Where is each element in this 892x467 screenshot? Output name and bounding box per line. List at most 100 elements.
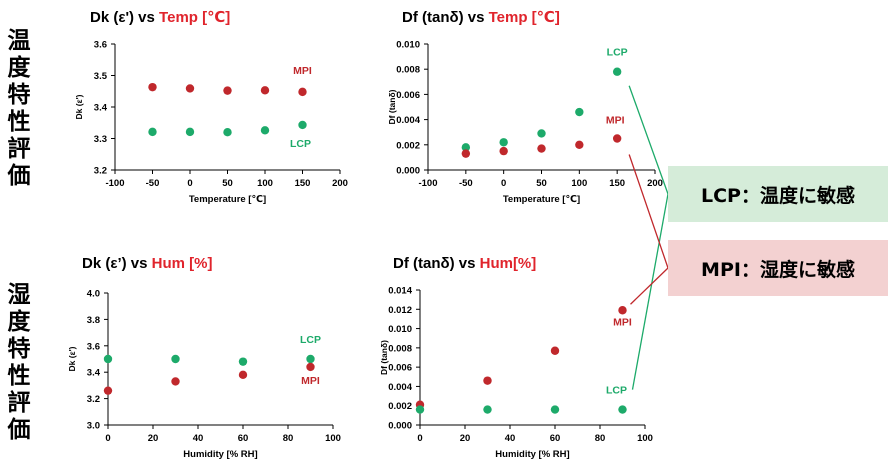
x-axis-label: Humidity [% RH] [183,449,257,460]
data-point-lcp [461,143,471,152]
data-point-mpi [550,346,560,355]
data-point-mpi [306,362,315,372]
chart-title-prefix: Df (tanδ) vs [393,255,480,272]
y-axis-label: Dk (ε') [67,346,77,371]
series-label-lcp: LCP [606,385,627,397]
y-tick-label: 0.008 [388,343,412,354]
data-point-lcp [298,120,307,130]
x-tick-label: 100 [325,433,341,444]
y-tick-label: 3.6 [87,341,100,352]
y-tick-label: 0.014 [388,286,412,297]
x-tick-label: 60 [238,433,249,444]
y-tick-label: 0.006 [388,363,412,374]
data-point-lcp [238,357,248,366]
y-tick-label: 3.4 [87,368,101,379]
data-point-lcp [260,126,270,135]
x-tick-label: 40 [505,433,516,444]
series-label-mpi: MPI [613,316,632,328]
x-tick-label: 20 [148,433,159,444]
data-point-lcp [306,354,315,364]
x-tick-label: 50 [222,178,233,189]
series-lcp [461,67,622,152]
series-label-lcp: LCP [607,47,628,59]
y-tick-label: 0.010 [388,324,412,335]
data-point-mpi [260,86,270,95]
chart-title-highlight: Temp [℃] [159,9,230,26]
y-tick-label: 3.5 [94,71,108,82]
series-label-mpi: MPI [293,65,312,77]
y-tick-label: 0.012 [388,305,412,316]
y-tick-label: 3.2 [94,166,107,177]
data-point-lcp [618,405,627,414]
y-tick-label: 0.006 [396,90,420,101]
series-label-lcp: LCP [290,138,311,150]
y-tick-label: 3.6 [94,40,107,51]
series-lcp [148,120,307,137]
x-tick-label: 0 [105,433,110,444]
data-point-mpi [612,134,622,143]
y-tick-label: 3.4 [94,103,108,114]
x-tick-label: 0 [187,178,192,189]
mpi-connector-hum [630,267,669,305]
series-lcp [415,405,627,414]
series-lcp [103,354,315,366]
chart-2: Df (tanδ) vs Temp [℃] -100 -50 0 50 100 150 200… [387,9,663,205]
x-axis-label: Temperature [℃] [503,194,580,205]
callout-connectors [628,85,669,390]
y-tick-label: 0.000 [396,166,420,177]
x-tick-label: 200 [332,178,348,189]
data-point-mpi [148,82,157,92]
y-tick-label: 0.000 [388,421,412,432]
mpi-connector-temp [628,154,669,269]
y-tick-label: 3.2 [87,394,100,405]
chart-title-prefix: Dk (ε') vs [90,9,159,26]
temp-eval-label: 温度特性評価 [7,28,31,189]
data-point-mpi [238,370,248,380]
hum-eval-label: 湿度特性評価 [7,282,31,443]
y-tick-label: 0.004 [396,115,420,126]
x-tick-label: 20 [460,433,471,444]
x-tick-label: 40 [193,433,204,444]
y-axis-label: Df (tanδ) [387,89,397,124]
data-point-lcp [612,67,622,76]
x-tick-label: 100 [637,433,653,444]
x-tick-label: 60 [550,433,561,444]
x-tick-label: -100 [418,178,437,189]
x-tick-label: 100 [257,178,273,189]
data-point-lcp [575,107,584,117]
series-label-mpi: MPI [301,375,320,387]
data-point-lcp [185,127,195,137]
data-point-mpi [483,376,492,385]
data-point-mpi [185,84,195,93]
data-point-mpi [103,386,113,395]
chart-1: Dk (ε') vs Temp [℃] -100 -50 0 50 100 150 200 3.… [74,9,348,205]
data-point-lcp [415,405,425,414]
y-tick-label: 0.002 [388,401,412,412]
y-tick-label: 3.8 [87,315,100,326]
data-point-mpi [618,306,627,315]
x-tick-label: 150 [609,178,625,189]
chart-title-prefix: Df (tanδ) vs [402,9,489,26]
series-label-lcp: LCP [300,334,321,346]
x-tick-label: 80 [283,433,294,444]
series-mpi [415,306,627,409]
x-axis-label: Humidity [% RH] [495,449,569,460]
data-point-mpi [223,86,232,95]
data-point-lcp [103,354,113,364]
lcp-connector-temp [628,85,669,195]
series-label-mpi: MPI [606,115,625,127]
data-point-lcp [223,128,232,137]
y-tick-label: 0.002 [396,140,420,151]
y-tick-label: 0.004 [388,382,412,393]
chart-4: Df (tanδ) vs Hum[%] 0 20 40 60 80 100 0.000 0.00… [379,255,653,460]
chart-title-highlight: Temp [℃] [489,9,560,26]
y-tick-label: 3.3 [94,134,107,145]
data-point-lcp [171,354,180,364]
mpi-callout: MPI：湿度に敏感 [668,240,888,296]
lcp-callout: LCP：温度に敏感 [668,166,888,222]
y-tick-label: 4.0 [87,289,100,300]
lcp-connector-hum [631,193,669,390]
chart-3: Dk (ε’) vs Hum [%] 0 20 40 60 80 100 3.0 3.2 3.4 3… [67,255,341,460]
data-point-mpi [499,146,508,156]
